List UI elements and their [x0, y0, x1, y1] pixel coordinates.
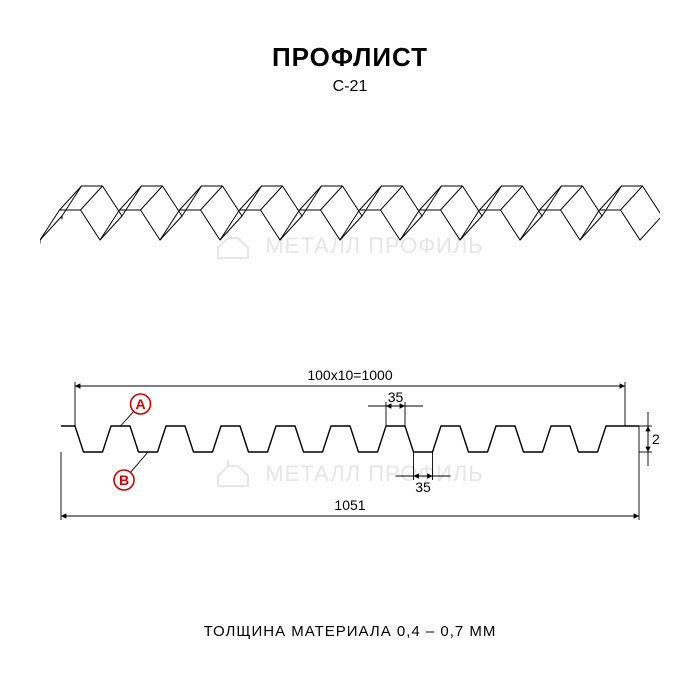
- svg-text:21: 21: [652, 431, 660, 447]
- svg-text:1051: 1051: [334, 497, 365, 513]
- svg-text:B: B: [119, 472, 129, 488]
- svg-text:35: 35: [388, 389, 404, 405]
- isometric-svg: [40, 130, 660, 280]
- isometric-view: [40, 130, 660, 280]
- svg-text:100x10=1000: 100x10=1000: [307, 367, 392, 383]
- page: ПРОФЛИСТ С-21 МЕТАЛЛ ПРОФИЛЬ МЕТАЛЛ ПРОФ…: [0, 0, 700, 700]
- technical-profile: 100x10=1000 1051 35 35 21 A B: [40, 330, 660, 570]
- footer-text: ТОЛЩИНА МАТЕРИАЛА 0,4 – 0,7 ММ: [204, 623, 497, 640]
- technical-svg: 100x10=1000 1051 35 35 21 A B: [40, 330, 660, 570]
- page-title: ПРОФЛИСТ: [0, 42, 700, 73]
- subtitle-text: С-21: [333, 78, 368, 95]
- title-text: ПРОФЛИСТ: [272, 42, 428, 72]
- page-subtitle: С-21: [0, 78, 700, 96]
- svg-text:A: A: [135, 396, 145, 412]
- footer-note: ТОЛЩИНА МАТЕРИАЛА 0,4 – 0,7 ММ: [0, 623, 700, 640]
- svg-text:35: 35: [415, 479, 431, 495]
